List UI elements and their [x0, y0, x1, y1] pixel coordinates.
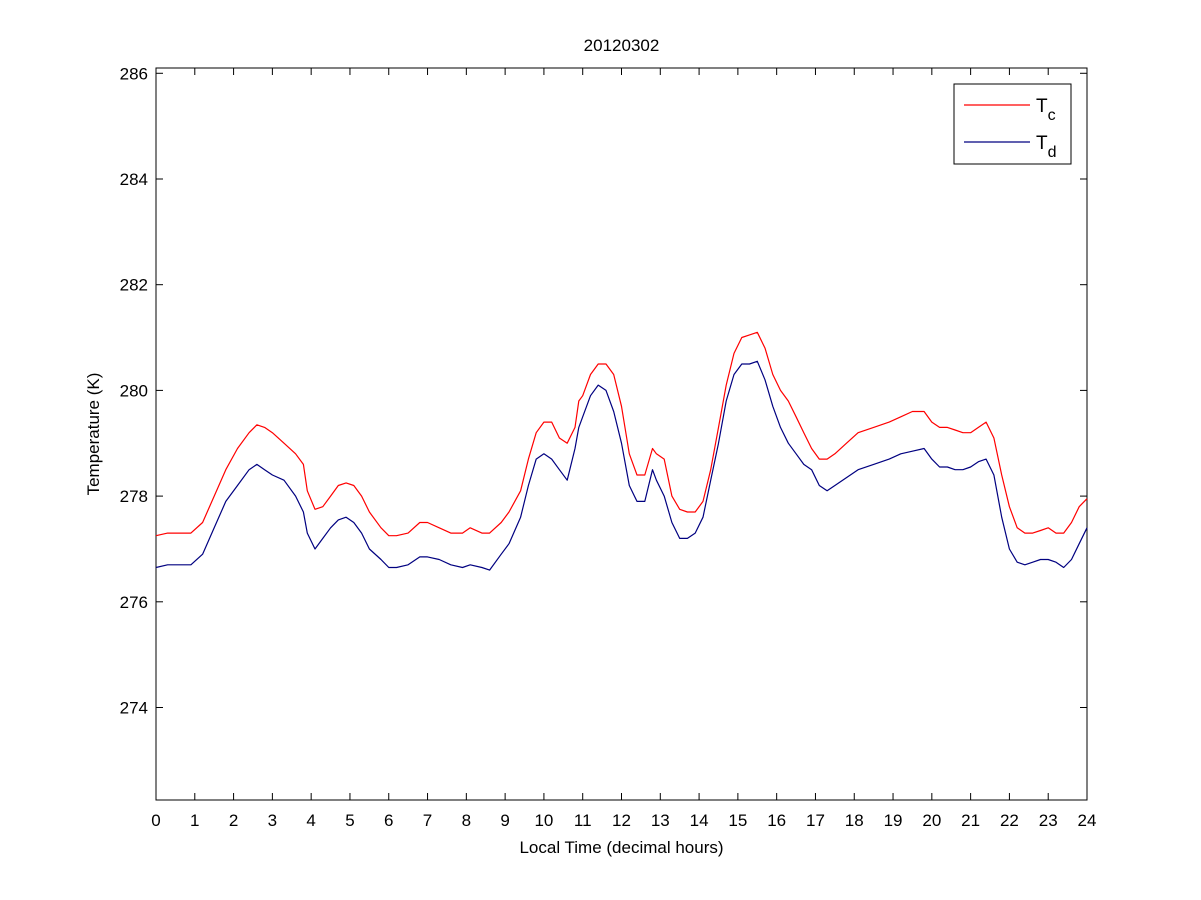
x-tick-label: 18	[845, 811, 864, 830]
y-tick-label: 284	[120, 170, 148, 189]
y-tick-label: 282	[120, 276, 148, 295]
x-tick-label: 2	[229, 811, 238, 830]
axes-layer: 0 1 2 3 4 5 6 7 8 9 10 11 12 13 14 15 16 17 18 19 20 21 22 23 24…	[120, 64, 1097, 830]
y-tick-label: 286	[120, 64, 148, 83]
legend-box	[953, 83, 1072, 165]
x-tick-label: 4	[306, 811, 315, 830]
y-tick-label: 278	[120, 487, 148, 506]
x-tick-label: 7	[423, 811, 432, 830]
x-tick-label: 17	[806, 811, 825, 830]
x-tick-label: 20	[922, 811, 941, 830]
x-tick-label: 14	[690, 811, 709, 830]
x-axis-title: Local Time (decimal hours)	[519, 838, 723, 857]
legend: Tc Td	[953, 83, 1072, 165]
x-tick-label: 21	[961, 811, 980, 830]
x-tick-label: 16	[767, 811, 786, 830]
x-tick-label: 5	[345, 811, 354, 830]
x-tick-label: 11	[574, 811, 592, 830]
y-tick-label: 280	[120, 381, 148, 400]
x-tick-label: 1	[190, 811, 199, 830]
x-tick-label: 10	[534, 811, 553, 830]
series-layer	[155, 331, 1088, 571]
x-tick-label: 12	[612, 811, 631, 830]
y-axis-title: Temperature (K)	[84, 373, 103, 496]
series-line-tc	[155, 331, 1088, 537]
plot-area	[155, 67, 1088, 801]
x-tick-label: 8	[462, 811, 471, 830]
series-line-td	[155, 360, 1088, 571]
legend-label-tc: Tc	[1036, 96, 1056, 124]
x-tick-label: 9	[500, 811, 509, 830]
x-tick-label: 24	[1078, 811, 1097, 830]
x-tick-label: 6	[384, 811, 393, 830]
chart-title: 20120302	[584, 36, 660, 55]
x-tick-label: 23	[1039, 811, 1058, 830]
x-tick-label: 0	[151, 811, 160, 830]
x-tick-label: 13	[651, 811, 670, 830]
y-tick-label: 276	[120, 593, 148, 612]
x-tick-label: 3	[268, 811, 277, 830]
x-tick-label: 15	[728, 811, 747, 830]
legend-label-td: Td	[1036, 133, 1057, 161]
x-tick-label: 22	[1000, 811, 1019, 830]
y-tick-label: 274	[120, 699, 148, 718]
x-tick-label: 19	[884, 811, 903, 830]
